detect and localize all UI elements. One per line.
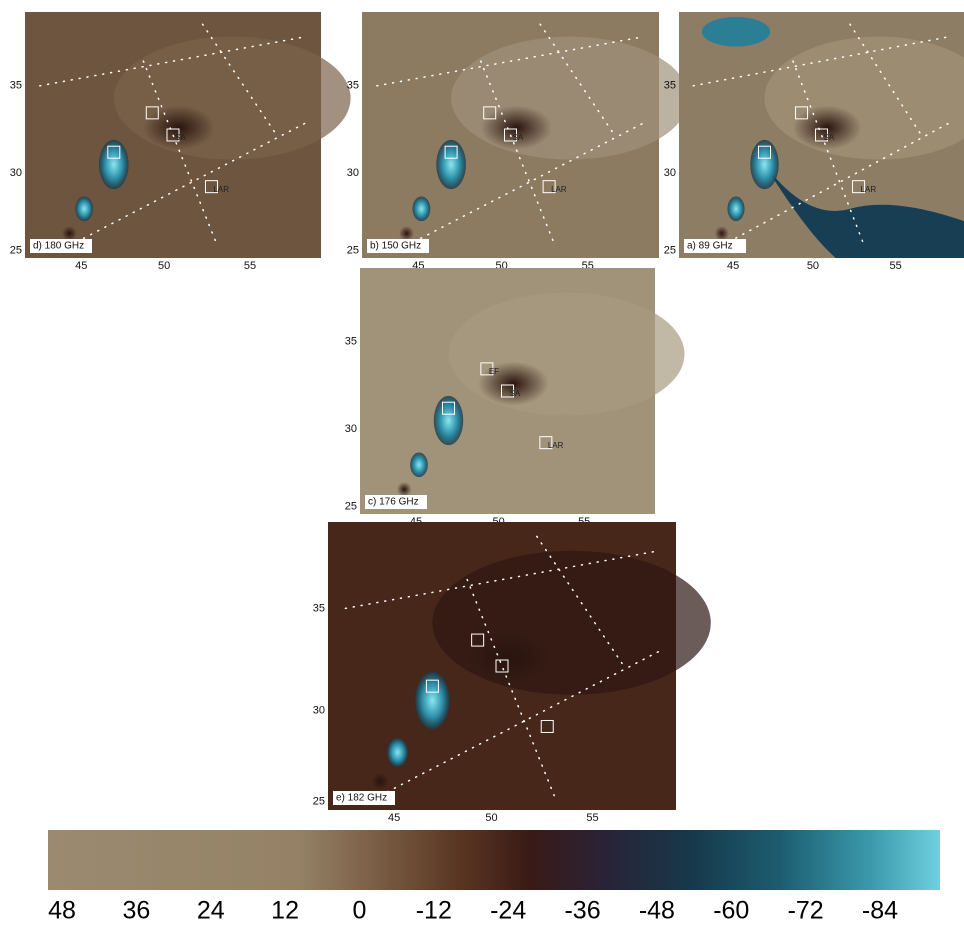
storm-core [75,197,93,222]
panel-label: d) 180 GHz [33,241,84,252]
storm-core [793,105,861,149]
colorbar-tick-label: -36 [564,897,600,925]
y-tick-label: 35 [10,80,22,92]
y-tick-label: 30 [664,167,676,179]
storm-core [99,140,129,189]
site-label: LAR [551,185,567,194]
colorbar [48,830,940,890]
figure: SA LAR d) 180 GHz 45 50 55 35 30 25 SA LAR b) 150 G… [0,0,964,928]
storm-core [399,226,414,241]
map-panel: SA LAR a) 89 GHz 45 50 55 35 30 25 [664,12,964,272]
y-tick-label: 30 [313,705,325,717]
map-region [432,551,710,695]
storm-core [467,631,551,683]
colorbar-tick-label: -12 [416,897,452,925]
x-tick-label: 55 [889,260,901,272]
panel-label: c) 176 GHz [368,497,419,508]
colorbar-tick-label: 12 [271,897,299,925]
map-region [449,293,685,416]
colorbar-tick-label: -84 [862,897,898,925]
storm-core [436,140,466,189]
storm-core [387,738,408,767]
colorbar-tick-label: 36 [122,897,150,925]
y-tick-label: 35 [664,80,676,92]
storm-core [372,773,389,790]
storm-core [750,140,779,189]
y-tick-label: 25 [10,245,22,257]
site-label: SA [513,133,524,142]
panel-label: b) 150 GHz [370,241,421,252]
sea [702,17,770,47]
y-tick-label: 35 [347,80,359,92]
panel-label: e) 182 GHz [336,793,387,804]
y-tick-label: 25 [347,245,359,257]
storm-core [481,105,552,149]
x-tick-label: 50 [158,260,170,272]
map-region [114,37,351,160]
colorbar-tick-label: 48 [48,897,76,925]
colorbar-tick-label: 0 [353,897,367,925]
site-label: LAR [548,441,564,450]
storm-core [715,226,729,241]
x-tick-label: 50 [485,812,497,824]
y-tick-label: 30 [10,167,22,179]
y-tick-label: 25 [345,501,357,513]
x-tick-label: 45 [75,260,87,272]
colorbar-tick-label: -72 [788,897,824,925]
colorbar-ticks: 48 36 24 12 0 -12 -24 -36 -48 -60 -72 -84 [48,897,898,925]
site-label: LAR [861,185,877,194]
y-tick-label: 35 [313,602,325,614]
site-label: LAR [213,185,229,194]
x-tick-label: 55 [244,260,256,272]
storm-core [143,105,214,149]
storm-core [410,453,428,478]
panels: SA LAR d) 180 GHz 45 50 55 35 30 25 SA LAR b) 150 G… [10,12,964,824]
x-tick-label: 50 [807,260,819,272]
site-label: SA [175,133,186,142]
y-tick-label: 25 [664,245,676,257]
panel-label: a) 89 GHz [687,241,733,252]
site-label: SA [824,133,835,142]
colorbar-tick-label: -60 [713,897,749,925]
storm-core [397,482,412,497]
y-tick-label: 25 [313,795,325,807]
storm-core [434,396,464,445]
storm-core [412,197,430,222]
x-tick-label: 45 [727,260,739,272]
storm-core [727,197,744,222]
colorbar-tick-label: -24 [490,897,526,925]
y-tick-label: 30 [347,167,359,179]
storm-core [62,226,77,241]
x-tick-label: 45 [388,812,400,824]
site-label: SA [510,389,521,398]
colorbar-tick-label: -48 [639,897,675,925]
y-tick-label: 35 [345,336,357,348]
map-panel: SA LAR d) 180 GHz 45 50 55 35 30 25 [10,12,351,272]
x-tick-label: 55 [586,812,598,824]
y-tick-label: 30 [345,423,357,435]
map-region [451,37,689,160]
site-label: EF [489,367,499,376]
colorbar-tick-label: 24 [197,897,225,925]
